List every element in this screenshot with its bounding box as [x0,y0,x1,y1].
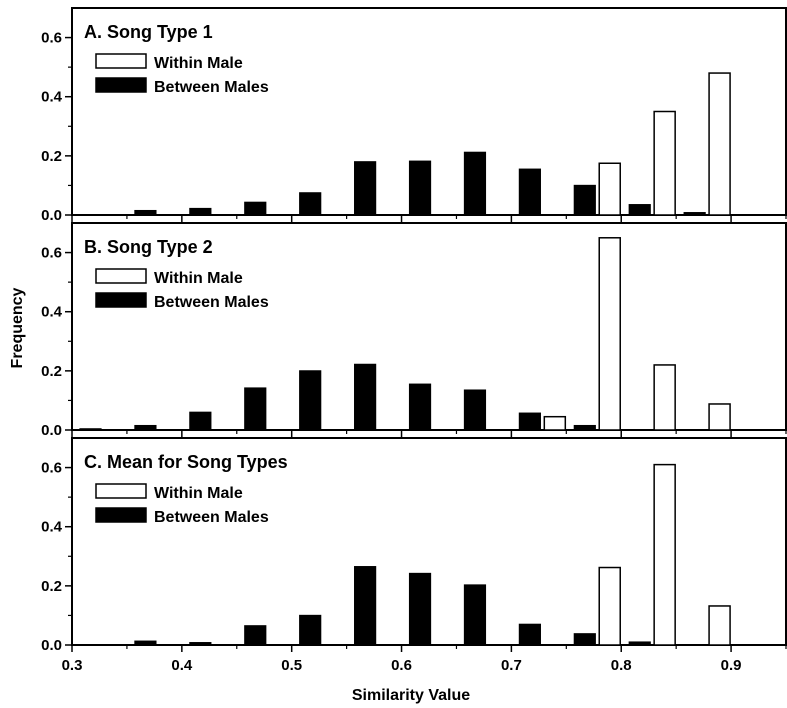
bar-between-males [354,566,377,646]
bar-between-males [244,625,267,646]
legend-swatch-between [95,77,147,93]
y-tick-label: 0.6 [41,30,62,47]
legend-label-between: Between Males [154,294,269,311]
y-tick-label: 0.6 [41,245,62,262]
y-tick-label: 0.0 [41,422,62,439]
y-tick-label: 0.6 [41,460,62,477]
bar-between-males [463,389,487,431]
bar-between-males [518,168,541,216]
legend-swatch-within [95,53,147,69]
legend-label-between: Between Males [154,509,269,526]
bar-within-male [708,403,731,431]
bar-between-males [79,428,102,431]
x-tick-label: 0.3 [62,657,83,674]
panel-title: C. Mean for Song Types [84,452,288,472]
bar-between-males [518,412,541,431]
bar-within-male [598,566,621,646]
legend-swatch-between [95,292,147,308]
y-tick-label: 0.2 [41,363,62,380]
legend-swatch-within [95,268,147,284]
y-tick-label: 0.0 [41,207,62,224]
bar-between-males [134,424,157,431]
bar-between-males [463,584,487,646]
bar-between-males [299,192,322,216]
y-axis-label: Frequency [9,287,26,368]
legend-swatch-within [95,483,147,499]
bar-between-males [189,207,212,216]
y-tick-label: 0.2 [41,148,62,165]
bar-within-male [653,364,676,431]
y-tick-label: 0.4 [41,89,63,106]
x-axis-label: Similarity Value [352,687,470,704]
bar-between-males [408,383,432,431]
bar-within-male [708,605,731,646]
bar-between-males [134,209,157,216]
bar-between-males [299,370,322,431]
bar-within-male [598,237,621,431]
y-tick-label: 0.4 [41,519,63,536]
bar-between-males [189,411,212,431]
panel-title: B. Song Type 2 [84,237,213,257]
x-tick-label: 0.5 [281,657,302,674]
bar-between-males [134,640,157,646]
x-tick-label: 0.6 [391,657,412,674]
legend-label-within: Within Male [154,270,243,287]
bar-between-males [518,623,541,646]
bar-within-male [708,72,731,216]
bar-between-males [408,572,432,646]
bar-between-males [244,387,267,431]
y-tick-label: 0.2 [41,578,62,595]
legend-label-within: Within Male [154,485,243,502]
legend-label-within: Within Male [154,55,243,72]
bar-within-male [598,162,621,216]
bar-between-males [463,151,487,216]
legend-swatch-between [95,507,147,523]
panel-2: 0.0 0.2 0.4 0.6 B. Song Type 2 Within Male Bet… [41,222,787,439]
bar-between-males [354,161,377,216]
y-tick-label: 0.0 [41,637,62,654]
bar-between-males [628,641,651,646]
bar-between-males [573,633,596,646]
panel-title: A. Song Type 1 [84,22,213,42]
bar-within-male [653,110,676,216]
bar-between-males [573,184,596,216]
x-tick-label: 0.8 [611,657,632,674]
panel-3: 0.0 0.2 0.4 0.6 C. Mean for Song Types Within… [41,437,787,654]
bar-within-male [653,463,676,646]
bar-between-males [189,642,212,646]
bar-between-males [354,363,377,431]
panel-1: 0.0 0.2 0.4 0.6 A. Song Type 1 Within Male Bet… [41,7,787,224]
legend-label-between: Between Males [154,79,269,96]
x-tick-label: 0.4 [171,657,193,674]
x-tick-label: 0.9 [721,657,742,674]
x-tick-label: 0.7 [501,657,522,674]
bar-between-males [408,160,432,216]
bar-between-males [299,614,322,646]
y-tick-label: 0.4 [41,304,63,321]
bar-between-males [683,212,706,216]
bar-between-males [573,424,596,431]
bar-between-males [244,201,267,216]
bar-between-males [628,204,651,216]
bar-within-male [543,415,567,431]
